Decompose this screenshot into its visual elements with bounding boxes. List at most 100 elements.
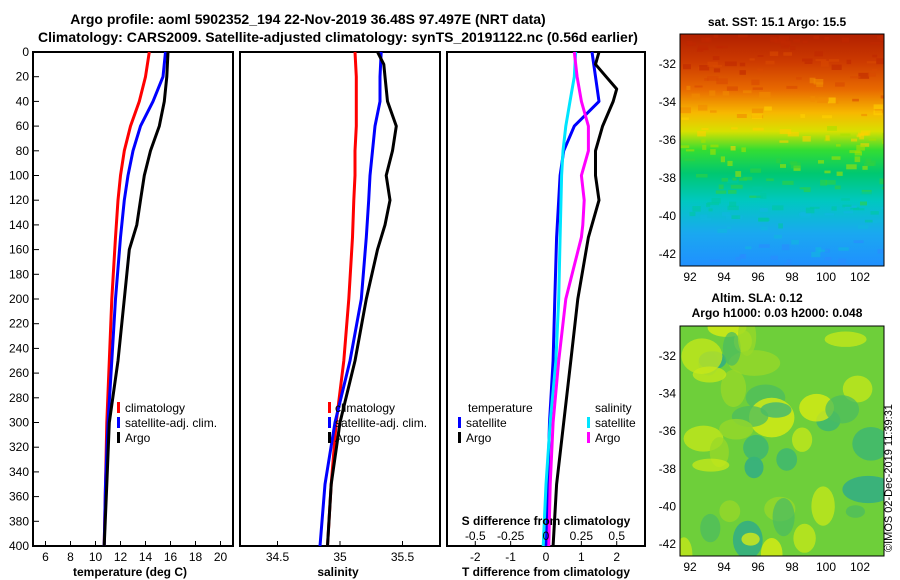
texture-cell xyxy=(752,186,763,193)
texture-cell xyxy=(760,226,768,231)
texture-cell xyxy=(841,198,850,201)
lat-tick-label: -32 xyxy=(659,57,677,71)
texture-cell xyxy=(760,193,767,199)
texture-cell xyxy=(813,35,819,39)
depth-tick-label: 300 xyxy=(9,416,29,430)
x-tick-label: 18 xyxy=(189,550,203,564)
texture-cell xyxy=(717,46,723,49)
texture-cell xyxy=(854,151,862,156)
texture-cell xyxy=(770,37,778,43)
texture-cell xyxy=(843,211,853,214)
texture-cell xyxy=(841,37,850,43)
texture-cell xyxy=(752,127,764,131)
texture-cell xyxy=(701,127,709,130)
lon-tick-label: 102 xyxy=(850,270,870,284)
texture-cell xyxy=(710,110,717,113)
depth-tick-label: 380 xyxy=(9,514,29,528)
texture-cell xyxy=(802,40,808,44)
texture-cell xyxy=(800,211,811,218)
texture-cell xyxy=(725,215,732,220)
texture-cell xyxy=(713,34,719,38)
texture-cell xyxy=(818,249,829,252)
texture-cell xyxy=(731,215,741,219)
depth-tick-label: 360 xyxy=(9,490,29,504)
texture-cell xyxy=(858,225,869,229)
texture-cell xyxy=(787,131,799,137)
lat-tick-label: -42 xyxy=(659,247,677,261)
texture-cell xyxy=(793,39,800,43)
texture-cell xyxy=(757,68,764,72)
x-tick-label: 6 xyxy=(42,550,49,564)
texture-cell xyxy=(858,132,869,136)
texture-blob xyxy=(760,538,783,556)
texture-cell xyxy=(805,207,815,214)
salinity-legend: climatology satellite-adj. clim. Argo xyxy=(328,401,427,445)
texture-cell xyxy=(783,263,792,266)
texture-cell xyxy=(707,61,718,67)
depth-tick-label: 100 xyxy=(9,169,29,183)
legend-label-satellite-adj: satellite-adj. clim. xyxy=(335,416,427,430)
texture-cell xyxy=(721,212,730,217)
texture-cell xyxy=(860,191,872,196)
x-tick-label: 35 xyxy=(333,550,347,564)
texture-cell xyxy=(738,215,743,220)
texture-cell xyxy=(749,58,755,61)
texture-cell xyxy=(780,164,786,168)
texture-blob xyxy=(737,326,757,356)
sst-map-title: sat. SST: 15.1 Argo: 15.5 xyxy=(708,15,847,29)
texture-cell xyxy=(877,219,883,223)
texture-cell xyxy=(727,160,733,166)
texture-blob xyxy=(793,523,816,553)
texture-cell xyxy=(717,228,727,233)
lon-tick-label: 92 xyxy=(683,560,697,574)
texture-blob xyxy=(681,338,723,375)
lon-tick-label: 102 xyxy=(850,560,870,574)
series-s-argo xyxy=(547,51,590,547)
x-tick-label: 16 xyxy=(164,550,178,564)
difference-series xyxy=(541,51,619,547)
series-argo xyxy=(326,51,398,547)
texture-blob xyxy=(707,326,747,337)
texture-cell xyxy=(840,264,849,266)
texture-blob xyxy=(680,537,693,556)
texture-cell xyxy=(856,134,861,138)
texture-cell xyxy=(809,77,816,84)
salinity-series xyxy=(318,51,398,547)
texture-cell xyxy=(680,107,691,114)
texture-cell xyxy=(721,177,729,182)
texture-cell xyxy=(697,47,709,51)
texture-cell xyxy=(726,179,739,184)
texture-cell xyxy=(838,247,849,251)
texture-blob xyxy=(743,434,769,461)
texture-cell xyxy=(758,218,770,221)
chart-title-line2: Climatology: CARS2009. Satellite-adjuste… xyxy=(38,29,638,45)
temperature-plot-area xyxy=(32,51,234,547)
texture-cell xyxy=(834,185,841,190)
texture-blob xyxy=(825,395,860,424)
t-diff-x-ticks: -2 -1 0 1 2 xyxy=(470,541,620,564)
x-tick-label: -2 xyxy=(470,550,481,564)
texture-cell xyxy=(866,61,877,64)
texture-cell xyxy=(743,176,753,181)
texture-cell xyxy=(686,85,691,91)
legend-swatch-argo xyxy=(117,432,120,443)
s-diff-tick-label: -0.5 xyxy=(465,529,486,543)
texture-blob xyxy=(692,458,730,472)
depth-tick-label: 160 xyxy=(9,243,29,257)
x-tick-label: 20 xyxy=(214,550,228,564)
legend-label-s-satellite: satellite xyxy=(595,416,636,430)
difference-panel: -2 -1 0 1 2 temperature satellite Argo salin… xyxy=(446,51,646,579)
series-s-satellite xyxy=(541,51,578,547)
sla-map-lat-ticks: -32 -34 -36 -38 -40 -42 xyxy=(659,349,677,551)
texture-blob xyxy=(811,486,835,526)
texture-cell xyxy=(850,76,861,79)
texture-cell xyxy=(764,106,772,111)
texture-cell xyxy=(698,104,708,111)
x-tick-label: 1 xyxy=(578,550,585,564)
texture-cell xyxy=(722,91,730,96)
texture-blob xyxy=(741,532,760,546)
texture-cell xyxy=(822,115,832,119)
texture-cell xyxy=(856,144,865,151)
s-diff-tick-label: 0.25 xyxy=(570,529,594,543)
texture-cell xyxy=(687,42,696,46)
